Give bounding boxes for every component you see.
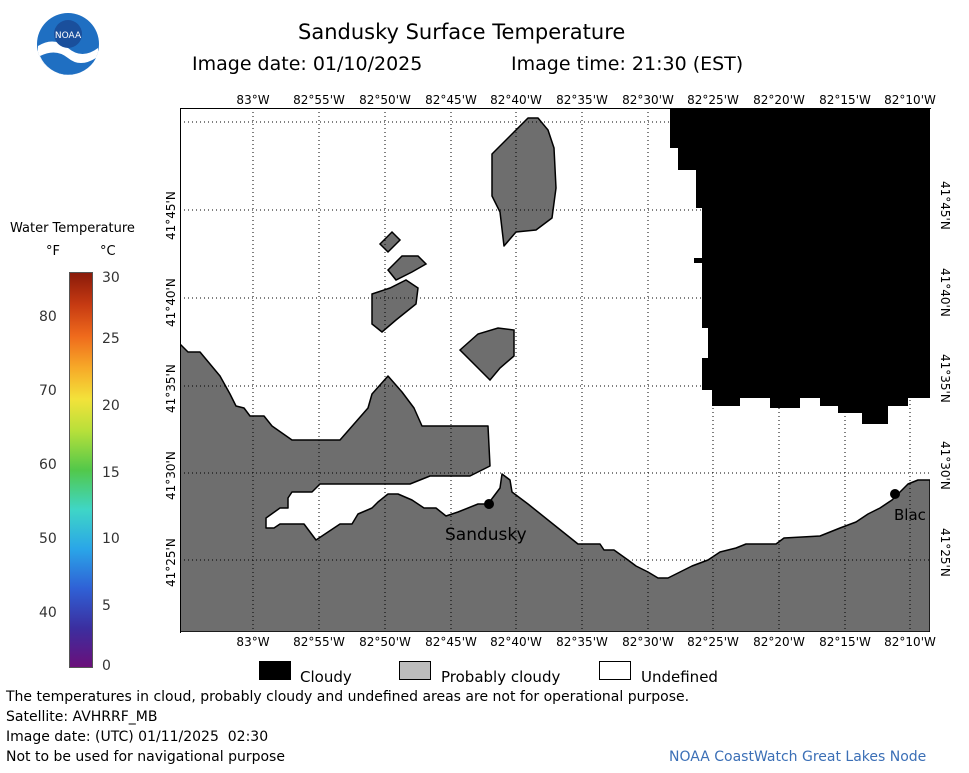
lon-bottom-8250w: 82°50'W xyxy=(359,635,411,649)
map-frame xyxy=(180,108,931,633)
lon-bottom-8240w: 82°40'W xyxy=(490,635,542,649)
image-time: Image time: 21:30 (EST) xyxy=(511,53,744,75)
graticule xyxy=(180,108,930,632)
legend-swatch-probably-cloudy xyxy=(399,661,431,680)
lon-top-8240w: 82°40'W xyxy=(490,93,542,107)
c-tick-30: 30 xyxy=(102,270,120,286)
lat-right-4145n: 41°45'N xyxy=(938,181,952,230)
lon-top-8245w: 82°45'W xyxy=(425,93,477,107)
noaa-logo-icon: NOAA xyxy=(36,12,100,76)
colorbar-unit-f: °F xyxy=(46,244,60,259)
map-panel xyxy=(180,108,930,632)
nav-warning-text: Not to be used for navigational purpose xyxy=(6,749,285,765)
blac-marker xyxy=(890,489,900,499)
colorbar-gradient xyxy=(69,272,93,668)
c-tick-15: 15 xyxy=(102,465,120,481)
legend-label-cloudy: Cloudy xyxy=(300,668,352,686)
island-small-1 xyxy=(378,230,402,254)
f-tick-40: 40 xyxy=(39,605,57,621)
satellite-text: Satellite: AVHRRF_MB xyxy=(6,709,158,725)
lon-top-83w: 83°W xyxy=(236,93,270,107)
cloudy-region xyxy=(670,108,930,424)
map-title: Sandusky Surface Temperature xyxy=(298,20,626,44)
lon-bottom-83w: 83°W xyxy=(236,635,270,649)
lon-bottom-8230w: 82°30'W xyxy=(622,635,674,649)
lon-bottom-8210w: 82°10'W xyxy=(884,635,936,649)
legend-swatch-cloudy xyxy=(259,661,291,680)
lat-left-4135n: 41°35'N xyxy=(164,364,178,413)
lat-left-4145n: 41°45'N xyxy=(164,191,178,240)
c-tick-5: 5 xyxy=(102,598,111,614)
lon-top-8230w: 82°30'W xyxy=(622,93,674,107)
lon-bottom-8255w: 82°55'W xyxy=(293,635,345,649)
place-label-blac: Blac xyxy=(894,506,926,524)
disclaimer-text: The temperatures in cloud, probably clou… xyxy=(6,689,690,705)
legend-swatch-undefined xyxy=(599,661,631,680)
f-tick-80: 80 xyxy=(39,309,57,325)
kelleys-island xyxy=(491,117,557,247)
island-small-4 xyxy=(458,327,515,382)
c-tick-20: 20 xyxy=(102,398,120,414)
lon-bottom-8220w: 82°20'W xyxy=(753,635,805,649)
noaa-logo-text: NOAA xyxy=(55,31,82,41)
lat-left-4130n: 41°30'N xyxy=(164,451,178,500)
c-tick-25: 25 xyxy=(102,331,120,347)
lon-bottom-8235w: 82°35'W xyxy=(556,635,608,649)
credit-text: NOAA CoastWatch Great Lakes Node xyxy=(669,749,927,765)
lat-right-4125n: 41°25'N xyxy=(938,528,952,577)
lat-left-4140n: 41°40'N xyxy=(164,278,178,327)
f-tick-70: 70 xyxy=(39,383,57,399)
c-tick-0: 0 xyxy=(102,658,111,674)
lon-bottom-8245w: 82°45'W xyxy=(425,635,477,649)
lon-top-8210w: 82°10'W xyxy=(884,93,936,107)
island-small-2 xyxy=(386,255,428,281)
lon-bottom-8225w: 82°25'W xyxy=(687,635,739,649)
land-south-shore xyxy=(180,343,930,632)
lon-top-8255w: 82°55'W xyxy=(293,93,345,107)
lon-bottom-8215w: 82°15'W xyxy=(819,635,871,649)
legend-label-undefined: Undefined xyxy=(641,668,718,686)
sandusky-marker xyxy=(484,499,494,509)
lon-top-8250w: 82°50'W xyxy=(359,93,411,107)
c-tick-10: 10 xyxy=(102,531,120,547)
utc-date-text: Image date: (UTC) 01/11/2025 02:30 xyxy=(6,729,269,745)
legend-label-probably-cloudy: Probably cloudy xyxy=(441,668,561,686)
place-label-sandusky: Sandusky xyxy=(445,525,527,545)
image-date: Image date: 01/10/2025 xyxy=(192,53,423,75)
lon-top-8225w: 82°25'W xyxy=(687,93,739,107)
lon-top-8220w: 82°20'W xyxy=(753,93,805,107)
colorbar-unit-c: °C xyxy=(100,244,116,259)
f-tick-60: 60 xyxy=(39,457,57,473)
lat-right-4130n: 41°30'N xyxy=(938,441,952,490)
lon-top-8235w: 82°35'W xyxy=(556,93,608,107)
f-tick-50: 50 xyxy=(39,531,57,547)
map-svg xyxy=(180,108,930,632)
colorbar-title: Water Temperature xyxy=(10,221,135,236)
lat-left-4125n: 41°25'N xyxy=(164,538,178,587)
island-small-3 xyxy=(371,279,419,333)
lat-right-4135n: 41°35'N xyxy=(938,354,952,403)
lat-right-4140n: 41°40'N xyxy=(938,268,952,317)
lon-top-8215w: 82°15'W xyxy=(819,93,871,107)
